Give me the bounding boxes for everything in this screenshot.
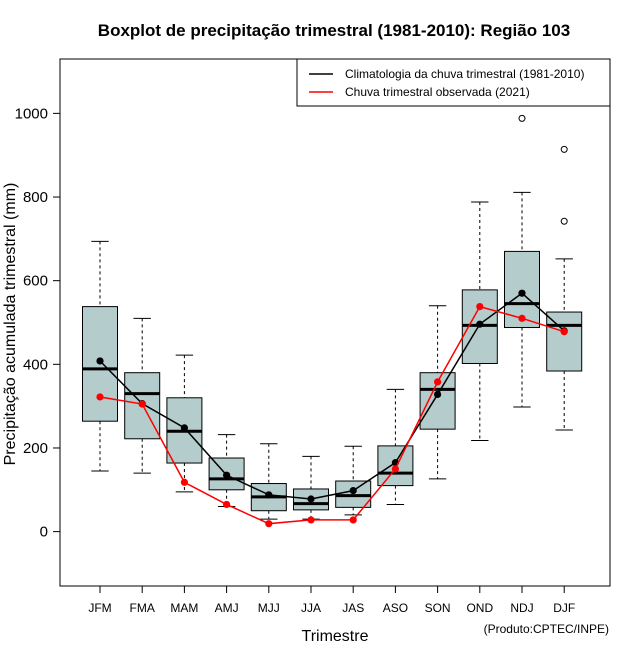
observed-point — [391, 465, 399, 473]
climatology-point — [307, 495, 315, 503]
x-tick-label: MAM — [170, 601, 198, 615]
legend-box — [296, 58, 611, 107]
x-tick-label: JAS — [342, 601, 364, 615]
climatology-point — [349, 487, 357, 495]
observed-point — [138, 400, 146, 408]
chart-title: Boxplot de precipitação trimestral (1981… — [98, 21, 570, 40]
x-tick-label: JFM — [88, 601, 111, 615]
observed-line — [99, 305, 565, 525]
observed-point — [560, 328, 568, 336]
x-tick-label: AMJ — [215, 601, 239, 615]
observed-point — [223, 500, 231, 509]
observed-point — [307, 516, 315, 524]
box-djf — [546, 311, 583, 372]
y-tick-label: 1000 — [15, 105, 48, 122]
y-tick-label: 200 — [23, 440, 48, 457]
y-tick-label: 600 — [23, 273, 48, 290]
x-tick-label: DJF — [553, 601, 575, 615]
x-axis-label: Trimestre — [302, 628, 369, 645]
observed-point — [96, 393, 104, 401]
x-tick-label: JJA — [301, 601, 321, 615]
legend: Climatologia da chuva trimestral (1981-2… — [296, 58, 611, 107]
climatology-point — [223, 471, 231, 479]
y-tick-label: 400 — [23, 356, 48, 373]
climatology-point — [180, 424, 188, 432]
climatology-line — [99, 292, 565, 500]
outlier-point — [518, 114, 526, 122]
observed-point — [180, 478, 188, 486]
observed-point — [349, 516, 357, 524]
plot-area: 0 200 400 600 800 1000 JFM FMA MAM AMJ MJJ JJA JAS AS… — [15, 105, 583, 615]
observed-point — [265, 520, 273, 528]
legend-entry: Climatologia da chuva trimestral (1981-2… — [345, 67, 584, 81]
legend-entry: Chuva trimestral observada (2021) — [345, 85, 530, 99]
credit-text: (Produto:CPTEC/INPE) — [484, 622, 609, 636]
y-tick-label: 0 — [40, 524, 48, 541]
outlier-point — [560, 145, 568, 153]
y-axis-label: Precipitação acumulada trimestral (mm) — [2, 183, 19, 466]
y-tick-label: 800 — [23, 189, 48, 206]
x-tick-label: OND — [466, 601, 493, 615]
x-tick-label: ASO — [383, 601, 408, 615]
climatology-point — [434, 390, 442, 399]
x-tick-label: SON — [425, 601, 451, 615]
observed-point — [518, 314, 526, 322]
climatology-point — [265, 491, 273, 499]
x-tick-label: FMA — [130, 601, 155, 615]
climatology-point — [518, 289, 526, 297]
climatology-point — [476, 320, 484, 328]
x-tick-label: MJJ — [258, 601, 280, 615]
climatology-point — [96, 357, 104, 365]
outlier-point — [560, 217, 568, 225]
observed-point — [434, 378, 442, 386]
observed-point — [476, 303, 484, 311]
x-tick-label: NDJ — [510, 601, 533, 615]
